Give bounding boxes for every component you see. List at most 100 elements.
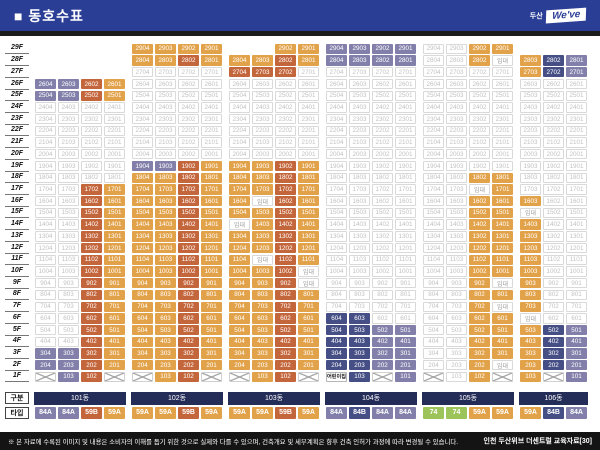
unit-cell: 2902 [468,43,491,54]
unit-cell: 1604 [325,196,348,207]
unit-cell: 404 [228,336,251,347]
unit-cell: 2703 [348,67,371,78]
unit-cell: 903 [445,278,468,289]
unit-cell: 904 [131,278,154,289]
unit-cell: 301 [297,348,320,359]
legend-type-cell: 59A [468,406,491,419]
unit-cell: 402 [80,336,103,347]
unit-cell: 201 [297,360,320,371]
empty-slot [35,55,57,65]
unit-cell: 101 [394,371,417,383]
unit-cell: 2602 [177,78,200,90]
unit-cell: 2403 [154,102,177,113]
unit-cell: 2202 [80,125,103,137]
unit-cell: 2404 [131,102,154,113]
unit-cell: 1402 [371,219,394,230]
unit-cell: 1404 [422,219,445,230]
unit-cell: 2203 [251,125,274,137]
unit-cell: 1801 [103,172,126,183]
unit-cell: 2004 [422,149,445,160]
floor-label: 13F [5,231,29,242]
unit-cell: 103 [57,371,80,383]
unit-cell: 1303 [57,231,80,242]
unit-cell: 1801 [565,172,588,183]
unit-cell: 902 [274,278,297,289]
unit-cell: 2303 [154,114,177,125]
unit-cell: 2304 [422,114,445,125]
empty-slot [81,44,103,54]
unit-cell: 1202 [274,242,297,254]
unit-cell: 임대 [519,313,542,324]
unit-cell: 1703 [348,184,371,195]
unit-cell: 1901 [200,160,223,172]
unit-cell: 301 [491,348,514,359]
unit-cell: 2002 [468,149,491,160]
floor-label: 10F [5,266,29,278]
unit-cell: 804 [325,289,348,301]
unit-cell: 2302 [274,114,297,125]
unit-cell: 1401 [491,219,514,230]
unit-cell: 2304 [131,114,154,125]
unit-cell: 2701 [491,67,514,78]
unit-cell: 2503 [519,90,542,101]
legend-type-cell: 59A [251,406,274,419]
legend-type-cell: 84A [565,406,588,419]
unit-cell: 303 [445,348,468,359]
unit-cell: 703 [251,301,274,312]
gubun-label: 구분 [5,392,29,405]
unit-cell: 2201 [565,125,588,137]
unit-cell: 2402 [177,102,200,113]
unit-cell: 2501 [565,90,588,101]
unit-cell: 2204 [325,125,348,137]
unit-cell: 1701 [200,184,223,195]
unit-cell: 103 [519,371,542,383]
unit-cell: 2804 [131,55,154,66]
unit-cell: 1701 [297,184,320,195]
floor-label: 18F [5,172,29,184]
floor-label: 1F [5,371,29,383]
unit-cell: 1903 [519,160,542,172]
legend-type-group: 59A 84B 84A [519,406,588,419]
unit-cell: 502 [274,324,297,336]
unit-cell: 804 [422,289,445,301]
unit-cell: 어린이집 [325,371,348,383]
unit-cell: 2303 [519,114,542,125]
unit-cell: 2402 [468,102,491,113]
unit-cell: 2803 [519,55,542,66]
unit-cell: 2804 [228,55,251,66]
unit-cell: 2302 [542,114,565,125]
unit-cell: 903 [57,278,80,289]
unit-cell: 1802 [468,172,491,183]
unit-cell: 1701 [103,184,126,195]
unit-cell: 802 [468,289,491,301]
unit-cell: 1603 [348,196,371,207]
building-grid-106: 2803 2802 2801 2703 2702 2701 2603 2602 2601 2503… [519,43,588,383]
unit-cell: 1001 [565,266,588,277]
unit-cell: 404 [34,336,57,347]
unit-cell: 2702 [542,67,565,78]
unit-cell: 701 [394,301,417,312]
unit-cell: 1003 [251,266,274,277]
unit-cell: 1203 [251,242,274,254]
unit-cell: 602 [177,313,200,324]
unit-cell: 503 [154,324,177,336]
unit-cell: 2002 [80,149,103,160]
unit-cell: 2603 [251,78,274,90]
empty-slot [35,44,57,54]
unit-cell: 2202 [177,125,200,137]
floor-label: 15F [5,207,29,219]
unit-cell: 203 [348,360,371,371]
unit-cell: 1202 [177,242,200,254]
legend-type-cell: 84A [57,406,80,419]
unit-cell: 1102 [371,254,394,265]
unit-cell: 903 [348,278,371,289]
floor-label: 25F [5,90,29,102]
unit-cell: 603 [154,313,177,324]
unit-cell: 1904 [34,160,57,172]
unit-cell: 1402 [468,219,491,230]
unit-cell: 1504 [34,207,57,219]
unit-cell: 1303 [348,231,371,242]
unit-cell: 501 [394,324,417,336]
legend-dong-row: 구분 101동 102동 103동 104동 105동 106동 [5,391,600,405]
unit-cell: 1703 [251,184,274,195]
